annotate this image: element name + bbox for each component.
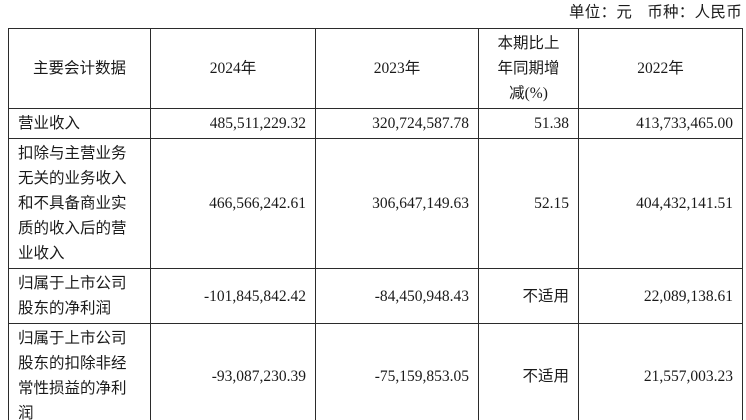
cell-2022: 404,432,141.51 — [578, 138, 743, 269]
unit-currency-note: 单位：元 币种：人民币 — [8, 0, 742, 28]
cell-2022: 21,557,003.23 — [578, 323, 743, 420]
main-accounting-data-table: 主要会计数据 2024年 2023年 本期比上 年同期增 减(%) 2022年 … — [8, 28, 743, 420]
row-label-line: 股东的扣除非经 — [18, 355, 127, 372]
table-row: 归属于上市公司 股东的扣除非经 常性损益的净利 润 -93,087,230.39… — [8, 323, 743, 420]
cell-change: 52.15 — [478, 138, 579, 269]
row-label-line: 归属于上市公司 — [18, 275, 127, 292]
cell-2024: -101,845,842.42 — [150, 268, 316, 324]
row-label-line: 质的收入后的营 — [18, 220, 127, 237]
row-label-adjusted-revenue: 扣除与主营业务 无关的业务收入 和不具备商业实 质的收入后的营 业收入 — [8, 138, 151, 269]
table-row: 扣除与主营业务 无关的业务收入 和不具备商业实 质的收入后的营 业收入 466,… — [8, 138, 743, 269]
cell-2023: 306,647,149.63 — [315, 138, 479, 269]
row-label-line: 业收入 — [18, 245, 65, 262]
column-header-2022: 2022年 — [578, 28, 743, 109]
row-label-line: 扣除与主营业务 — [18, 145, 127, 162]
cell-2023: 320,724,587.78 — [315, 108, 479, 139]
row-label-line: 常性损益的净利 — [18, 380, 127, 397]
column-header-2024: 2024年 — [150, 28, 316, 109]
row-label-line: 营业收入 — [18, 115, 81, 132]
row-label-line: 润 — [18, 405, 34, 420]
currency-label: 币种：人民币 — [647, 4, 742, 21]
column-header-2023: 2023年 — [315, 28, 479, 109]
row-label-operating-revenue: 营业收入 — [8, 108, 151, 139]
row-label-line: 股东的净利润 — [18, 300, 112, 317]
cell-2022: 413,733,465.00 — [578, 108, 743, 139]
cell-2022: 22,089,138.61 — [578, 268, 743, 324]
cell-2023: -75,159,853.05 — [315, 323, 479, 420]
cell-change: 不适用 — [478, 268, 579, 324]
cell-2023: -84,450,948.43 — [315, 268, 479, 324]
column-header-change-line-1: 本期比上 — [497, 35, 560, 52]
row-label-net-profit-excl-nonrecurring: 归属于上市公司 股东的扣除非经 常性损益的净利 润 — [8, 323, 151, 420]
row-label-line: 无关的业务收入 — [18, 170, 127, 187]
row-label-net-profit-attributable: 归属于上市公司 股东的净利润 — [8, 268, 151, 324]
cell-change: 51.38 — [478, 108, 579, 139]
column-header-item: 主要会计数据 — [8, 28, 151, 109]
column-header-change-line-2: 年同期增 — [497, 60, 560, 77]
cell-2024: 485,511,229.32 — [150, 108, 316, 139]
unit-label: 单位：元 — [568, 4, 633, 21]
table-row: 归属于上市公司 股东的净利润 -101,845,842.42 -84,450,9… — [8, 268, 743, 324]
row-label-line: 归属于上市公司 — [18, 330, 127, 347]
cell-2024: 466,566,242.61 — [150, 138, 316, 269]
row-label-line: 和不具备商业实 — [18, 195, 127, 212]
cell-2024: -93,087,230.39 — [150, 323, 316, 420]
column-header-change-line-3: 减(%) — [509, 85, 548, 102]
table-row: 营业收入 485,511,229.32 320,724,587.78 51.38… — [8, 108, 743, 139]
cell-change: 不适用 — [478, 323, 579, 420]
table-header-row: 主要会计数据 2024年 2023年 本期比上 年同期增 减(%) 2022年 — [8, 28, 743, 109]
column-header-change-pct: 本期比上 年同期增 减(%) — [478, 28, 579, 109]
